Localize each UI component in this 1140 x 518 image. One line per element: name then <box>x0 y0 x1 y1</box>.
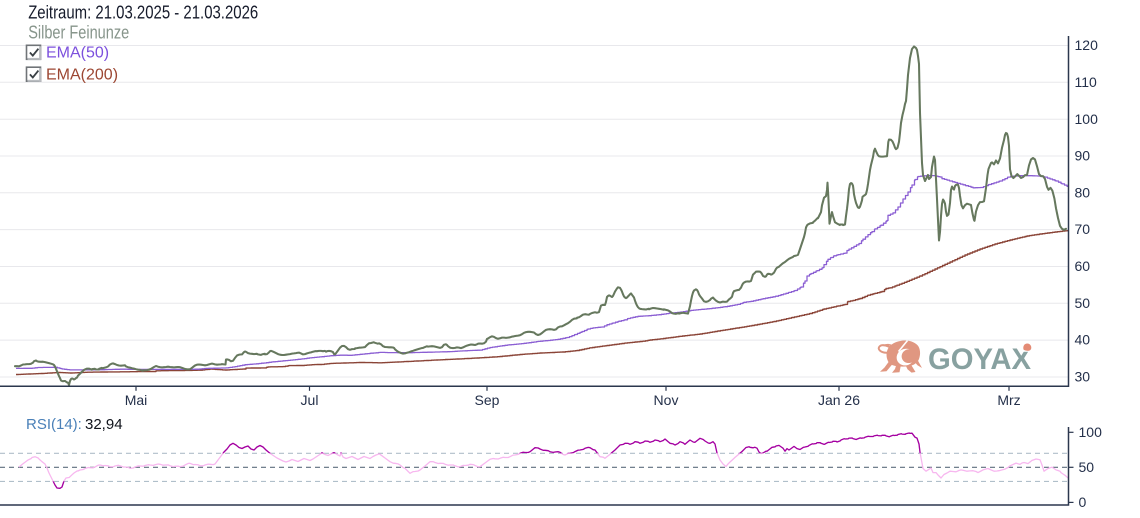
svg-text:50: 50 <box>1075 295 1091 311</box>
svg-text:60: 60 <box>1075 258 1091 274</box>
svg-text:Jul: Jul <box>301 392 319 408</box>
svg-text:Jan 26: Jan 26 <box>818 392 860 408</box>
svg-text:EMA(200): EMA(200) <box>46 67 118 84</box>
svg-text:GOYAX: GOYAX <box>928 343 1031 376</box>
svg-text:110: 110 <box>1075 74 1098 90</box>
svg-text:RSI(14):: RSI(14): <box>26 416 82 433</box>
svg-text:50: 50 <box>1079 459 1095 475</box>
svg-text:0: 0 <box>1079 494 1087 510</box>
svg-text:Nov: Nov <box>654 392 679 408</box>
svg-text:120: 120 <box>1075 37 1099 53</box>
svg-text:90: 90 <box>1075 148 1091 164</box>
svg-text:32,94: 32,94 <box>85 416 123 433</box>
svg-text:EMA(50): EMA(50) <box>46 45 109 62</box>
svg-text:Mrz: Mrz <box>997 392 1020 408</box>
svg-text:100: 100 <box>1079 424 1103 440</box>
svg-text:80: 80 <box>1075 184 1091 200</box>
svg-text:Mai: Mai <box>125 392 148 408</box>
svg-text:Zeitraum: 21.03.2025 - 21.03.2: Zeitraum: 21.03.2025 - 21.03.2026 <box>28 3 258 23</box>
svg-text:Sep: Sep <box>475 392 500 408</box>
svg-text:40: 40 <box>1075 332 1091 348</box>
svg-text:30: 30 <box>1075 369 1091 385</box>
svg-text:Silber Feinunze: Silber Feinunze <box>28 22 129 42</box>
svg-text:100: 100 <box>1075 111 1099 127</box>
svg-text:70: 70 <box>1075 221 1091 237</box>
